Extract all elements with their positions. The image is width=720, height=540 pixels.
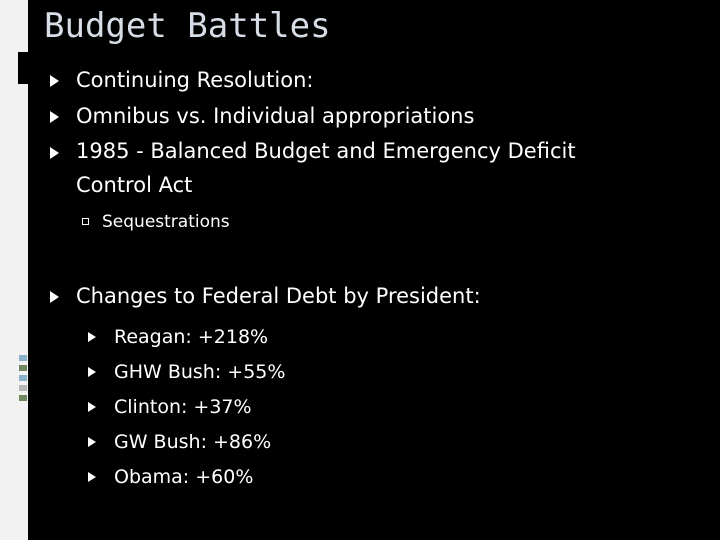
- list-item: Reagan: +218%: [48, 320, 688, 355]
- left-accent-bar: [18, 52, 28, 84]
- bullet-arrow-icon: [50, 291, 59, 303]
- left-accent-strip: [0, 0, 28, 540]
- bullet-arrow-icon: [50, 75, 59, 87]
- bullet-1985-act: 1985 - Balanced Budget and Emergency Def…: [48, 134, 688, 202]
- bullet-arrow-icon: [88, 402, 96, 412]
- president-list: Reagan: +218% GHW Bush: +55% Clinton: +3…: [48, 320, 688, 495]
- bullet-omnibus: Omnibus vs. Individual appropriations: [48, 98, 688, 134]
- list-item: GHW Bush: +55%: [48, 355, 688, 390]
- sub-bullet-sequestrations: Sequestrations: [48, 204, 688, 240]
- list-item: Clinton: +37%: [48, 390, 688, 425]
- bullet-arrow-icon: [88, 437, 96, 447]
- bullet-arrow-icon: [88, 472, 96, 482]
- bullet-arrow-icon: [50, 147, 59, 159]
- list-item: Obama: +60%: [48, 460, 688, 495]
- left-accent-marks: [19, 355, 27, 405]
- bullet-continuing-resolution: Continuing Resolution:: [48, 62, 688, 98]
- bullet-list: Continuing Resolution: Omnibus vs. Indiv…: [48, 62, 688, 495]
- bullet-arrow-icon: [88, 332, 96, 342]
- bullet-arrow-icon: [88, 367, 96, 377]
- hollow-square-bullet-icon: [82, 218, 89, 225]
- list-item: GW Bush: +86%: [48, 425, 688, 460]
- bullet-arrow-icon: [50, 111, 59, 123]
- slide-title: Budget Battles: [44, 6, 331, 46]
- bullet-federal-debt: Changes to Federal Debt by President:: [48, 278, 688, 314]
